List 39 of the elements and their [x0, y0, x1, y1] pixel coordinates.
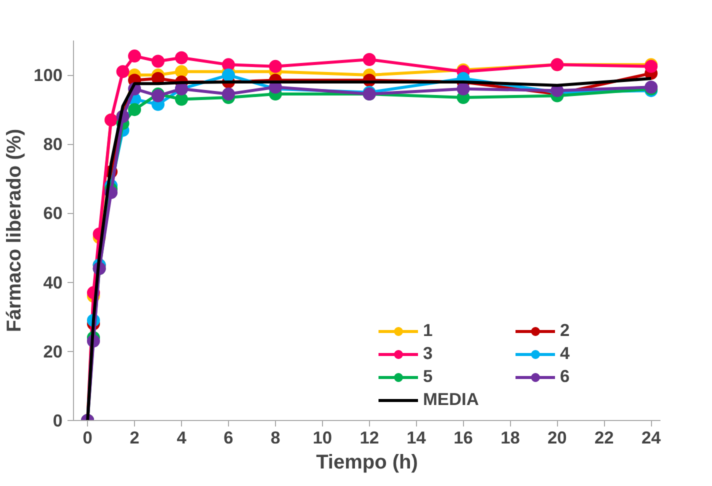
- y-tick-label: 20: [43, 341, 63, 362]
- legend-label: 2: [560, 320, 571, 341]
- point: [175, 51, 188, 64]
- y-tick-label: 40: [43, 272, 63, 292]
- legend-label: 1: [423, 320, 434, 341]
- point: [128, 103, 142, 116]
- x-tick-label: 8: [270, 428, 281, 448]
- legend-label: 6: [560, 366, 571, 387]
- x-axis-title: Tiempo (h): [316, 452, 418, 474]
- y-tick-label: 80: [43, 134, 63, 154]
- legend-label: 4: [560, 343, 571, 364]
- x-tick-label: 14: [406, 428, 426, 448]
- x-tick-label: 12: [360, 428, 379, 448]
- x-tick-label: 18: [500, 428, 520, 448]
- legend-label: MEDIA: [423, 389, 480, 410]
- x-tick-label: 24: [641, 428, 662, 448]
- y-tick-label: 0: [52, 410, 63, 430]
- x-tick-label: 10: [312, 428, 332, 448]
- point: [362, 53, 376, 66]
- point: [128, 50, 142, 63]
- x-tick-label: 2: [130, 428, 140, 448]
- point: [152, 54, 165, 68]
- point: [456, 82, 470, 96]
- y-tick-label: 60: [43, 203, 63, 224]
- x-tick-label: 22: [594, 428, 614, 448]
- point: [222, 68, 235, 82]
- x-tick-label: 4: [176, 428, 187, 448]
- point: [175, 65, 188, 78]
- x-tick-label: 20: [548, 428, 567, 448]
- x-tick-label: 0: [82, 428, 92, 448]
- point: [116, 65, 130, 78]
- y-tick-label: 100: [34, 65, 63, 86]
- legend-label: 5: [423, 366, 434, 387]
- point: [268, 60, 282, 73]
- legend-label: 3: [423, 343, 434, 364]
- point: [222, 88, 235, 101]
- x-tick-label: 16: [454, 428, 474, 448]
- x-tick-label: 6: [224, 428, 234, 448]
- y-axis-title: Fármaco liberado (%): [4, 128, 26, 332]
